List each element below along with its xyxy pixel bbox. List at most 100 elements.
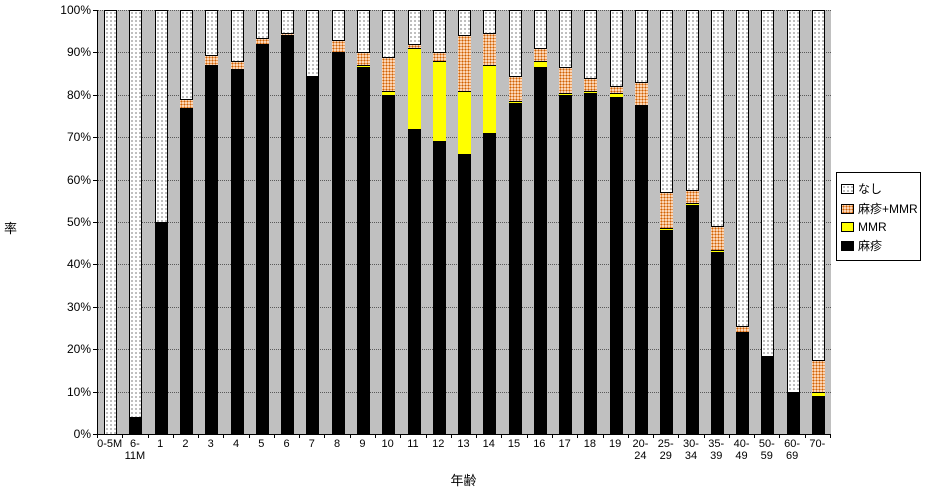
stacked-bar [559, 10, 573, 434]
bar-segment-mmr [356, 65, 370, 68]
legend-swatch-measles [841, 240, 854, 251]
bar-segment-none [483, 10, 497, 34]
y-tick-label: 10% [66, 384, 91, 399]
bar-segment-mmr [508, 101, 522, 104]
bar-slot [401, 10, 426, 434]
y-tick-mark [93, 349, 98, 351]
stacked-bar [104, 10, 118, 434]
x-tick-mark [299, 434, 301, 438]
x-tick-label: 18 [570, 438, 610, 450]
bar-segment-mmr [812, 391, 826, 396]
x-tick-mark [273, 434, 275, 438]
x-tick-mark [627, 434, 629, 438]
x-tick-label-line: 14 [482, 438, 495, 450]
bar-segment-measles [331, 52, 345, 434]
y-tick-label: 50% [66, 215, 91, 229]
x-tick-label: 19 [595, 438, 635, 450]
bar-segment-none [129, 10, 143, 418]
bar-segment-none [356, 10, 370, 53]
plot-area [97, 10, 831, 435]
bar-segment-measles-mmr [660, 192, 674, 229]
bar-segment-measles [179, 107, 193, 434]
stacked-bar [508, 10, 522, 434]
x-tick-label: 1 [140, 438, 180, 450]
x-tick-label-line: 29 [659, 450, 672, 462]
bar-segment-measles [508, 103, 522, 434]
bar-segment-mmr [483, 65, 497, 133]
legend-swatch-none [841, 183, 854, 194]
bar-segment-mmr [710, 249, 724, 252]
x-tick-label-line: 7 [308, 438, 315, 450]
x-tick-label-line: 59 [760, 450, 773, 462]
x-tick-label-line: 15 [507, 438, 521, 450]
bar-slot [199, 10, 224, 434]
bar-segment-measles [533, 67, 547, 434]
bar-segment-measles [660, 230, 674, 434]
x-tick-label: 17 [545, 438, 585, 450]
x-tick-label-line: 6- [130, 438, 140, 450]
stacked-bar [533, 10, 547, 434]
y-tick-mark [93, 264, 98, 266]
bar-segment-measles-mmr [432, 52, 446, 61]
bar-segment-measles [306, 75, 320, 434]
x-tick-label-line: 34 [684, 450, 698, 462]
x-tick-mark [349, 434, 351, 438]
bar-segment-measles-mmr [356, 52, 370, 66]
x-tick-label-line: 3 [207, 438, 214, 450]
bar-segment-measles [230, 69, 244, 434]
x-tick-label: 3 [191, 438, 231, 450]
bar-segment-none [685, 10, 699, 191]
bar-segment-none [710, 10, 724, 227]
x-tick-label: 50- 59 [747, 438, 787, 462]
bar-segment-none [635, 10, 649, 83]
x-tick-mark [830, 434, 831, 438]
bar-segment-none [786, 10, 800, 392]
x-tick-mark [97, 434, 98, 438]
stacked-bar [331, 10, 345, 434]
bar-segment-none [306, 10, 320, 76]
x-tick-label: 13 [444, 438, 484, 450]
stacked-bar [458, 10, 472, 434]
bar-slot [300, 10, 325, 434]
x-tick-label-line: 70- [809, 438, 826, 450]
bar-slot [98, 10, 123, 434]
legend-label-mmr: MMR [858, 220, 887, 234]
bar-segment-measles [205, 65, 219, 434]
x-tick-label-line: 39 [710, 450, 723, 462]
bar-slot [149, 10, 174, 434]
x-tick-mark [804, 434, 806, 438]
x-tick-label-line: 9 [359, 438, 366, 450]
x-tick-mark [653, 434, 655, 438]
bar-segment-measles [356, 67, 370, 434]
bar-segment-measles-mmr [736, 325, 750, 333]
x-tick-label: 14 [469, 438, 509, 450]
bar-segment-none [559, 10, 573, 68]
x-tick-mark [425, 434, 427, 438]
bar-slot [705, 10, 730, 434]
bars [98, 10, 831, 434]
x-tick-label: 11 [393, 438, 433, 450]
x-tick-mark [526, 434, 528, 438]
bar-segment-measles [710, 251, 724, 434]
bar-slot [604, 10, 629, 434]
bar-segment-none [154, 10, 168, 222]
bar-segment-measles-mmr [508, 75, 522, 102]
bar-segment-measles-mmr [609, 86, 623, 93]
x-tick-mark [779, 434, 781, 438]
legend-label-measles: 麻疹 [858, 239, 883, 253]
x-tick-label: 5 [241, 438, 281, 450]
bar-segment-measles [432, 141, 446, 434]
bar-segment-none [736, 10, 750, 326]
y-tick-mark [93, 10, 98, 11]
bar-segment-none [104, 10, 118, 434]
bar-slot [123, 10, 148, 434]
y-tick-mark [93, 137, 98, 139]
legend-swatch-measles-mmr [841, 203, 854, 214]
bar-segment-measles [609, 96, 623, 434]
y-tick-mark [93, 94, 98, 96]
stacked-bar [255, 10, 269, 434]
y-tick-mark [93, 179, 98, 181]
x-tick-label-line: 16 [533, 438, 546, 450]
bar-segment-measles [559, 94, 573, 434]
